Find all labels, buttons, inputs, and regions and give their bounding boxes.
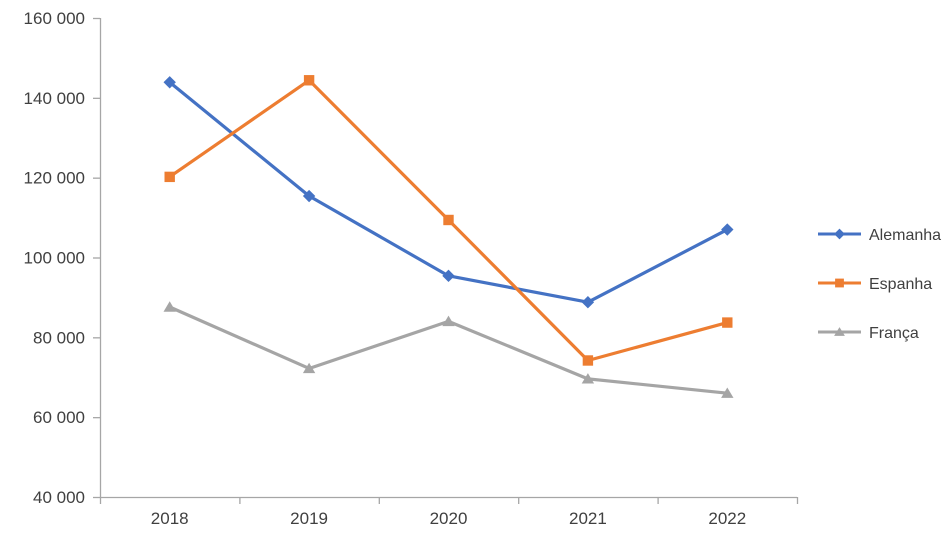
y-axis-tick-label: 120 000 bbox=[24, 169, 85, 188]
data-point-marker-espanha bbox=[303, 75, 315, 86]
legend-marker-triangle-icon bbox=[834, 327, 845, 336]
y-axis-tick-label: 160 000 bbox=[24, 9, 85, 28]
data-point-marker-alemanha bbox=[721, 223, 734, 236]
y-axis-tick-label: 60 000 bbox=[33, 408, 85, 427]
legend-label: França bbox=[869, 325, 919, 342]
series-espanha bbox=[164, 75, 733, 366]
data-point-marker-alemanha bbox=[302, 189, 316, 203]
series-alemanha bbox=[163, 76, 734, 309]
data-point-marker-espanha bbox=[722, 317, 733, 328]
x-axis-tick-label: 2021 bbox=[569, 509, 607, 528]
legend-item-alemanha: Alemanha bbox=[818, 227, 941, 244]
legend-item-franca: França bbox=[818, 325, 919, 342]
data-point-marker-franca bbox=[721, 387, 734, 398]
x-axis-tick-label: 2020 bbox=[430, 509, 468, 528]
y-axis-tick-label: 40 000 bbox=[33, 488, 85, 507]
series-franca bbox=[163, 301, 734, 398]
data-point-marker-alemanha bbox=[581, 296, 595, 309]
data-point-marker-espanha bbox=[443, 214, 454, 226]
legend-label: Alemanha bbox=[869, 227, 941, 244]
y-axis-tick-label: 140 000 bbox=[24, 89, 85, 108]
data-point-marker-franca bbox=[163, 301, 176, 312]
y-axis-tick-label: 100 000 bbox=[24, 249, 85, 268]
x-axis-tick-label: 2018 bbox=[151, 509, 189, 528]
data-point-marker-franca bbox=[581, 373, 595, 384]
x-axis-tick-label: 2022 bbox=[708, 509, 746, 528]
data-point-marker-franca bbox=[442, 315, 455, 327]
legend-marker-square-icon bbox=[835, 278, 844, 288]
series-line-alemanha bbox=[168, 80, 729, 304]
data-point-marker-alemanha bbox=[163, 76, 176, 89]
data-point-marker-espanha bbox=[582, 355, 594, 366]
data-point-marker-franca bbox=[302, 362, 316, 374]
y-axis-tick-label: 80 000 bbox=[33, 328, 85, 347]
x-axis-tick-label: 2019 bbox=[290, 509, 328, 528]
data-point-marker-espanha bbox=[164, 171, 175, 183]
legend-item-espanha: Espanha bbox=[818, 276, 932, 293]
legend-label: Espanha bbox=[869, 276, 932, 293]
data-point-marker-alemanha bbox=[442, 269, 455, 283]
legend-marker-diamond-icon bbox=[834, 228, 845, 240]
